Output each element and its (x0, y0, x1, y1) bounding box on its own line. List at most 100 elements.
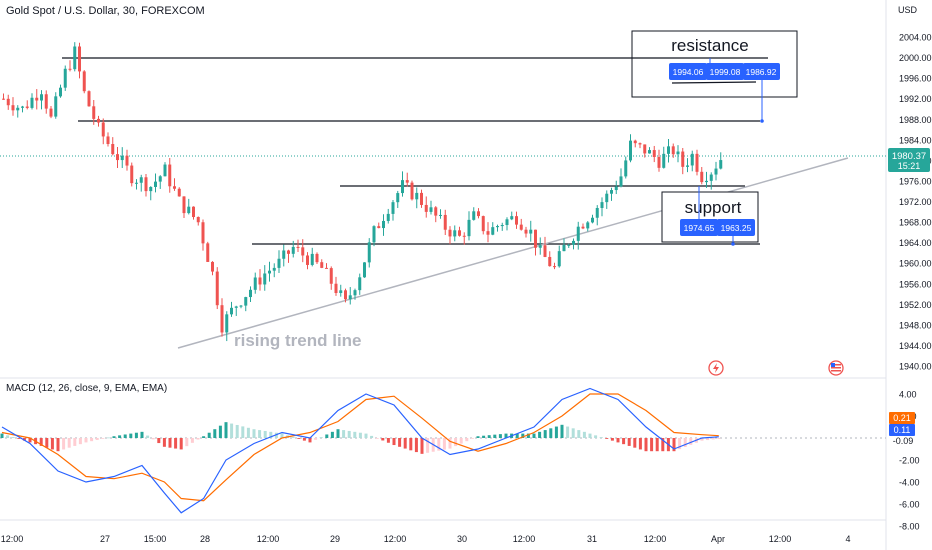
histogram-bar (202, 436, 206, 438)
currency-label: USD (898, 5, 918, 15)
histogram-bar (543, 430, 547, 438)
candle (486, 222, 490, 243)
histogram-bar (336, 429, 340, 438)
candle (719, 152, 723, 170)
candle (448, 226, 452, 245)
candle (182, 196, 186, 219)
histogram-bar (638, 438, 642, 450)
histogram-bar (246, 427, 250, 438)
histogram-bar (706, 438, 710, 441)
histogram-bar (717, 438, 721, 439)
candle (515, 211, 518, 229)
histogram-bar (633, 438, 637, 448)
histogram-bar (235, 424, 239, 438)
support-price-1: 1974.65 (684, 223, 715, 233)
candle (443, 209, 447, 235)
candle (619, 168, 623, 188)
price-tick-label: 1944.00 (899, 341, 932, 351)
candle (439, 209, 442, 219)
lightning-event-icon[interactable] (708, 360, 724, 376)
histogram-bar (168, 438, 172, 448)
macd-value-badges: 0.21 0.11 -0.09 (889, 412, 915, 446)
candle (120, 147, 124, 169)
candle (325, 263, 328, 269)
candle (315, 252, 319, 265)
candle (44, 90, 48, 114)
histogram-bar (409, 438, 413, 451)
histogram-bar (398, 438, 402, 447)
histogram-bar (67, 438, 71, 448)
histogram-bar (650, 438, 654, 452)
time-tick-label: 12:00 (644, 534, 667, 544)
candle (211, 261, 214, 276)
candle (25, 100, 29, 110)
candle (139, 174, 143, 192)
candle (287, 249, 290, 263)
histogram-bar (470, 438, 474, 439)
candle (676, 145, 680, 163)
histogram-bar (308, 438, 312, 443)
candle (192, 206, 195, 220)
candle (135, 179, 138, 190)
histogram-bar (347, 430, 351, 438)
time-tick-label: 30 (457, 534, 467, 544)
candle (429, 200, 433, 215)
time-tick-label: 15:00 (144, 534, 167, 544)
macd-axis[interactable]: 4.002.00-2.00-4.00-6.00-8.00 (899, 390, 920, 532)
candle (344, 288, 347, 303)
candle (144, 173, 148, 197)
histogram-bar (538, 431, 542, 438)
candle (576, 221, 580, 250)
macd-value: 0.11 (894, 425, 911, 435)
candle (690, 150, 694, 172)
candle (367, 238, 371, 268)
candle (681, 147, 685, 175)
candle (557, 245, 561, 268)
candle (35, 89, 39, 110)
histogram-bar (207, 432, 211, 438)
candle (92, 100, 96, 125)
candle (671, 143, 675, 158)
histogram-bar (162, 438, 166, 447)
candle (249, 286, 252, 303)
price-axis[interactable]: 2004.00 2000.00 1996.00 1992.00 1988.00 1984.… (899, 33, 932, 372)
histogram-bar (678, 438, 682, 450)
rising-trend-line[interactable] (177, 157, 849, 349)
macd-tick-label: -2.00 (899, 456, 920, 466)
histogram-bar (364, 433, 368, 438)
candle (196, 216, 200, 226)
histogram-bar (263, 430, 267, 438)
candle (529, 220, 533, 242)
candle (652, 145, 656, 163)
candle (82, 70, 86, 94)
time-tick-label: Apr (711, 534, 725, 544)
macd-line (1, 387, 719, 514)
histogram-bar (554, 426, 558, 438)
time-tick-label: 12:00 (1, 534, 24, 544)
resistance-annotation[interactable]: resistance 1994.06 1999.08 1986.92 (631, 30, 798, 123)
histogram-bar (78, 438, 82, 445)
candle (505, 217, 509, 231)
support-price-2: 1963.25 (721, 223, 752, 233)
candle (496, 224, 499, 232)
histogram-bar (386, 438, 390, 443)
candle (610, 187, 613, 201)
candle (348, 287, 352, 305)
histogram-bar (476, 436, 480, 438)
us-flag-event-icon[interactable] (828, 360, 844, 376)
support-annotation[interactable]: support 1974.65 1963.25 (661, 186, 759, 246)
candle (695, 149, 699, 176)
candle (434, 206, 438, 223)
histogram-bar (291, 437, 295, 438)
time-axis[interactable]: 12:00 27 15:00 28 12:00 29 12:00 30 12:00 31 12:00… (1, 534, 851, 544)
candle (662, 146, 666, 169)
histogram-bar (224, 422, 228, 438)
candle (239, 304, 243, 309)
trend-line-label: rising trend line (234, 331, 362, 350)
candle (519, 218, 523, 231)
candle (329, 266, 333, 290)
candle (234, 305, 238, 316)
histogram-bar (50, 438, 54, 450)
histogram-bar (252, 429, 256, 438)
